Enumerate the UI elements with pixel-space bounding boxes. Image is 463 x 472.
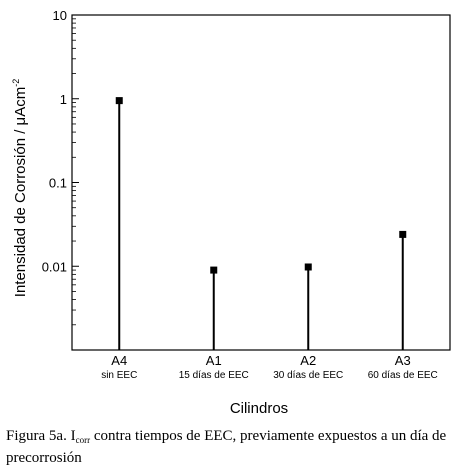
data-point	[210, 266, 218, 274]
x-tick-sublabel: 60 días de EEC	[368, 370, 438, 381]
data-point	[399, 230, 407, 238]
x-tick-sublabel: 15 días de EEC	[179, 370, 249, 381]
plot-frame	[71, 14, 451, 351]
caption-prefix: Figura 5a. I	[6, 428, 76, 444]
x-tick-sublabel: sin EEC	[101, 370, 137, 381]
x-tick-label: A4	[111, 353, 127, 368]
caption-rest: contra tiempos de EEC, previamente expue…	[6, 428, 447, 466]
caption-subscript: corr	[75, 435, 91, 445]
y-tick-label: 1	[60, 92, 67, 107]
figure-caption: Figura 5a. Icorr contra tiempos de EEC, …	[6, 427, 458, 467]
y-tick-label: 10	[53, 8, 67, 23]
x-tick-label: A2	[300, 353, 316, 368]
y-tick-label: 0.01	[42, 259, 67, 274]
data-point	[304, 263, 312, 271]
chart: 10 1 0.1 0.01 A4 sin EEC A1 15 días de EEC A2 30 …	[11, 8, 451, 417]
x-tick-label: A1	[206, 353, 222, 368]
y-axis-label: Intensidad de Corrosión / μAcm-2	[11, 79, 29, 297]
data-point	[115, 97, 123, 105]
y-tick-label: 0.1	[49, 176, 67, 191]
x-tick-label: A3	[395, 353, 411, 368]
plot-area: 10 1 0.1 0.01 A4 sin EEC A1 15 días de EEC A2 30 …	[42, 8, 451, 381]
x-axis-label: Cilindros	[230, 400, 288, 417]
x-tick-sublabel: 30 días de EEC	[273, 370, 343, 381]
